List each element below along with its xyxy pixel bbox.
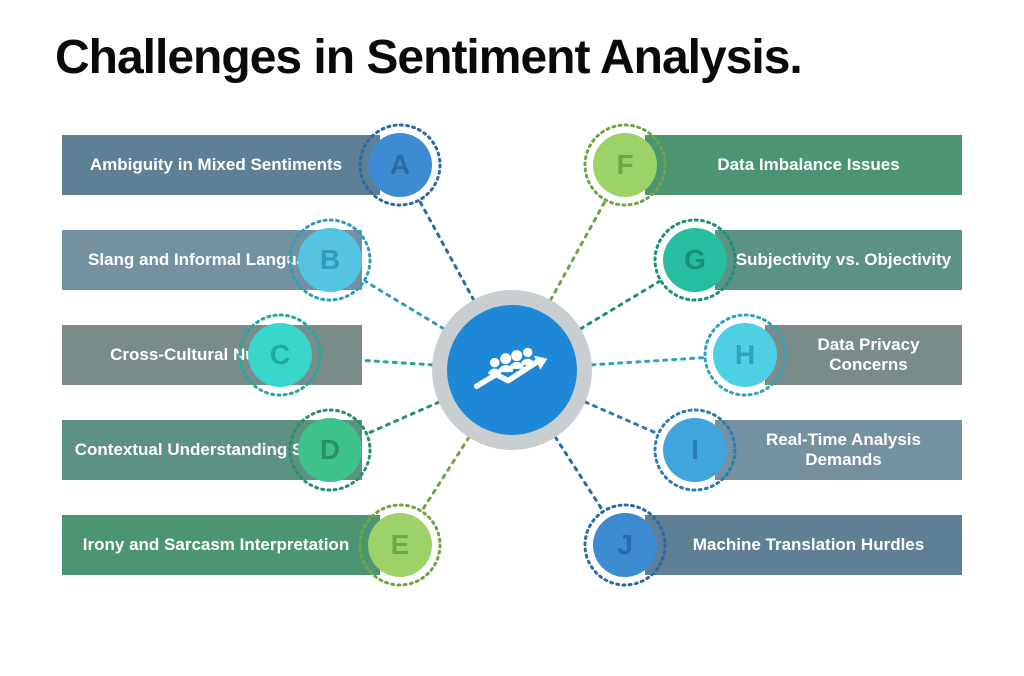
node-letter: J xyxy=(617,529,633,561)
node-h: H xyxy=(713,323,777,387)
connector-h xyxy=(592,358,703,365)
people-arrow-icon xyxy=(472,343,552,398)
connector-g xyxy=(581,282,659,329)
node-letter: F xyxy=(616,149,633,181)
node-f: F xyxy=(593,133,657,197)
bar-label: Data Privacy Concerns xyxy=(785,335,952,376)
node-letter: A xyxy=(390,149,410,181)
node-letter: G xyxy=(684,244,706,276)
node-j: J xyxy=(593,513,657,577)
node-b: B xyxy=(298,228,362,292)
connector-d xyxy=(368,402,438,433)
bar-label: Irony and Sarcasm Interpretation xyxy=(83,535,349,555)
right-bar-g: Subjectivity vs. Objectivity xyxy=(715,230,962,290)
hub-inner-circle xyxy=(447,305,577,435)
left-bar-e: Irony and Sarcasm Interpretation xyxy=(62,515,380,575)
right-bar-i: Real-Time Analysis Demands xyxy=(715,420,962,480)
connector-a xyxy=(420,202,474,300)
left-bar-c: Cross-Cultural Nuances xyxy=(62,325,362,385)
node-letter: D xyxy=(320,434,340,466)
node-letter: C xyxy=(270,339,290,371)
node-a: A xyxy=(368,133,432,197)
left-bar-a: Ambiguity in Mixed Sentiments xyxy=(62,135,380,195)
node-letter: B xyxy=(320,244,340,276)
bar-label: Machine Translation Hurdles xyxy=(693,535,924,555)
center-hub xyxy=(432,290,592,450)
node-letter: I xyxy=(691,434,699,466)
connector-f xyxy=(551,202,605,300)
bar-label: Real-Time Analysis Demands xyxy=(735,430,952,471)
bar-label: Slang and Informal Language xyxy=(88,250,326,270)
node-c: C xyxy=(248,323,312,387)
node-g: G xyxy=(663,228,727,292)
hub-outer-ring xyxy=(432,290,592,450)
node-letter: H xyxy=(735,339,755,371)
node-e: E xyxy=(368,513,432,577)
bar-label: Data Imbalance Issues xyxy=(717,155,899,175)
page-title: Challenges in Sentiment Analysis. xyxy=(55,30,802,85)
bar-label: Ambiguity in Mixed Sentiments xyxy=(90,155,342,175)
connector-i xyxy=(585,402,656,433)
right-bar-j: Machine Translation Hurdles xyxy=(645,515,962,575)
node-d: D xyxy=(298,418,362,482)
node-i: I xyxy=(663,418,727,482)
right-bar-h: Data Privacy Concerns xyxy=(765,325,962,385)
bar-label: Subjectivity vs. Objectivity xyxy=(736,250,951,270)
node-letter: E xyxy=(391,529,410,561)
right-bar-f: Data Imbalance Issues xyxy=(645,135,962,195)
